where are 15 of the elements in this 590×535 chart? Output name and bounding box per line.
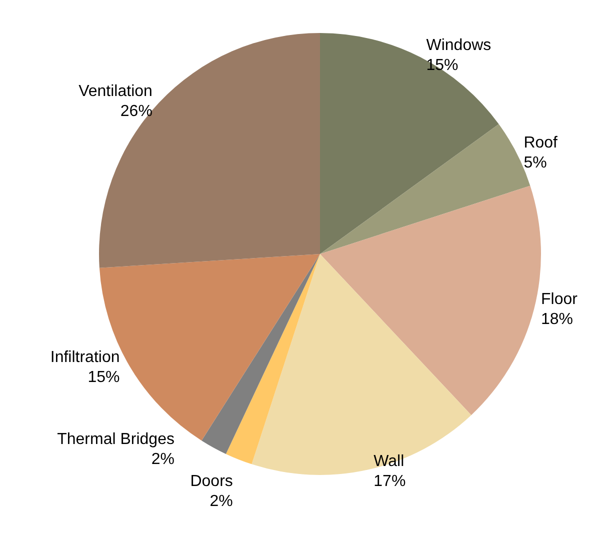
slice-label: Roof <box>524 134 558 152</box>
slice-label: Floor <box>540 290 578 308</box>
data-label: 2% <box>151 450 174 468</box>
slice-label: Ventilation <box>78 82 152 100</box>
slice-label: Infiltration <box>50 349 120 366</box>
data-label: 17% <box>374 473 406 490</box>
data-label: 2% <box>210 492 233 510</box>
data-label: 15% <box>88 369 120 386</box>
slice-label: Windows <box>426 36 492 54</box>
slice-label: Wall <box>374 453 404 470</box>
data-label: 5% <box>524 154 547 172</box>
data-label: 18% <box>540 310 574 328</box>
data-label: 26% <box>120 102 152 120</box>
slice-label: Doors <box>190 472 233 490</box>
slice-label: Thermal Bridges <box>57 430 174 448</box>
